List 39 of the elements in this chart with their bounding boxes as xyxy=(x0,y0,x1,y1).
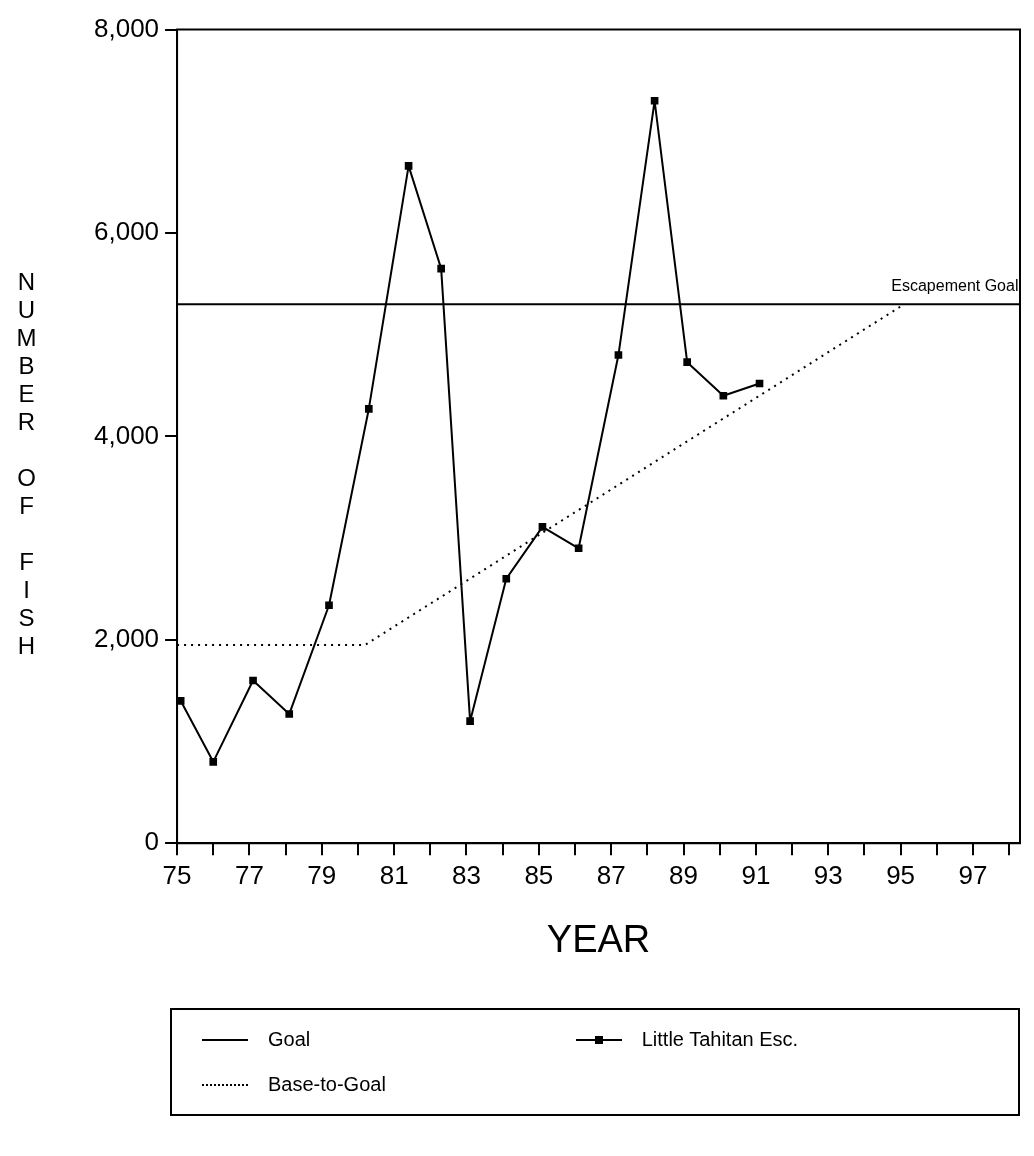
x-tick-label: 75 xyxy=(162,859,192,890)
point xyxy=(719,391,728,400)
point xyxy=(650,96,659,105)
y-tick-label: 2,000 xyxy=(93,622,160,653)
x-tick-label: 95 xyxy=(886,859,916,890)
x-tick-label: 87 xyxy=(596,859,626,890)
x-tick-label: 93 xyxy=(813,859,843,890)
legend-label: Goal xyxy=(268,1028,311,1051)
y-axis-title: NUMBER OF FISH xyxy=(13,268,40,660)
point xyxy=(683,358,691,366)
x-tick-label: 91 xyxy=(741,859,771,890)
point xyxy=(325,601,333,610)
annotation: Escapement Goal xyxy=(891,276,1019,294)
x-tick-label: 85 xyxy=(524,859,554,890)
point xyxy=(437,264,445,273)
x-tick-label: 89 xyxy=(669,859,699,890)
x-tick-label: 79 xyxy=(307,859,337,890)
point xyxy=(209,758,218,766)
x-tick-label: 83 xyxy=(452,859,481,890)
point xyxy=(404,162,413,170)
y-tick-label: 0 xyxy=(144,826,160,857)
point xyxy=(177,696,185,705)
legend-label: Little Tahitan Esc. xyxy=(641,1028,799,1051)
point xyxy=(285,710,294,718)
point xyxy=(614,351,623,359)
point xyxy=(466,717,474,725)
legend-label: Base-to-Goal xyxy=(268,1073,386,1096)
y-tick-label: 8,000 xyxy=(93,12,160,43)
y-tick-label: 4,000 xyxy=(93,419,160,450)
point xyxy=(574,544,583,553)
x-tick-label: 97 xyxy=(958,859,988,890)
y-tick-label: 6,000 xyxy=(93,216,160,247)
point xyxy=(249,676,257,685)
x-tick-label: 81 xyxy=(379,859,409,890)
point xyxy=(364,405,373,413)
point xyxy=(502,574,511,583)
x-tick-label: 77 xyxy=(234,859,264,890)
x-axis-title: YEAR xyxy=(546,917,651,960)
point xyxy=(538,523,547,531)
